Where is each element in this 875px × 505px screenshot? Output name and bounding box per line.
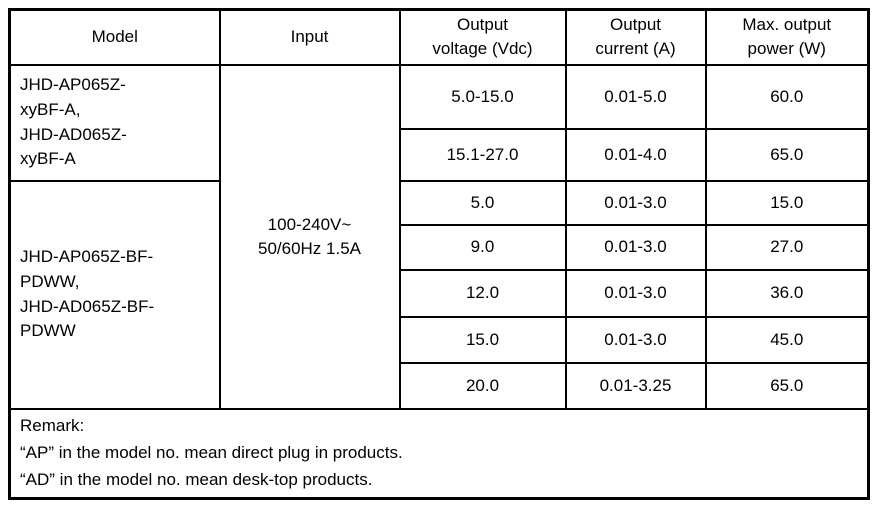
header-row: Model Input Output voltage (Vdc) Output … [8,8,870,66]
input-value-cell: 100-240V~ 50/60Hz 1.5A [218,63,401,410]
cell-output-current: 0.01-5.0 [564,63,707,130]
cell-max-output-power: 65.0 [704,127,870,182]
cell-output-voltage: 15.1-27.0 [398,127,567,182]
cell-output-voltage: 5.0 [398,179,567,226]
cell-output-current: 0.01-3.0 [564,179,707,226]
table-row: 20.0 0.01-3.25 65.0 [10,361,870,410]
cell-output-current: 0.01-4.0 [564,127,707,182]
table-row: 15.0 0.01-3.0 45.0 [10,315,870,364]
header-output-voltage: Output voltage (Vdc) [398,8,567,66]
header-model: Model [8,8,221,66]
cell-max-output-power: 45.0 [704,315,870,364]
header-input: Input [218,8,401,66]
cell-max-output-power: 65.0 [704,361,870,410]
cell-output-current: 0.01-3.0 [564,268,707,318]
cell-max-output-power: 60.0 [704,63,870,130]
header-output-current: Output current (A) [564,8,707,66]
table-row: 9.0 0.01-3.0 27.0 [10,223,870,271]
cell-output-current: 0.01-3.25 [564,361,707,410]
table-row: JHD-AP065Z- xyBF-A, JHD-AD065Z- xyBF-A 1… [8,63,870,410]
cell-max-output-power: 15.0 [704,179,870,226]
cell-max-output-power: 36.0 [704,268,870,318]
table-row: JHD-AP065Z-BF- PDWW, JHD-AD065Z-BF- PDWW… [8,179,870,410]
model-group-1: JHD-AP065Z- xyBF-A, JHD-AD065Z- xyBF-A [8,63,221,182]
remark-row: Remark: “AP” in the model no. mean direc… [8,407,870,500]
cell-output-voltage: 12.0 [398,268,567,318]
cell-output-voltage: 9.0 [398,223,567,271]
table-row: 15.1-27.0 0.01-4.0 65.0 [10,127,870,182]
cell-max-output-power: 27.0 [704,223,870,271]
power-spec-table: Model Input Output voltage (Vdc) Output … [8,8,870,500]
header-max-output-power: Max. output power (W) [704,8,870,66]
cell-output-voltage: 20.0 [398,361,567,410]
cell-output-current: 0.01-3.0 [564,315,707,364]
model-group-2: JHD-AP065Z-BF- PDWW, JHD-AD065Z-BF- PDWW [8,179,221,410]
cell-output-current: 0.01-3.0 [564,223,707,271]
cell-output-voltage: 5.0-15.0 [398,63,567,130]
cell-output-voltage: 15.0 [398,315,567,364]
table-row: 12.0 0.01-3.0 36.0 [10,268,870,318]
remark-text: Remark: “AP” in the model no. mean direc… [8,407,870,500]
